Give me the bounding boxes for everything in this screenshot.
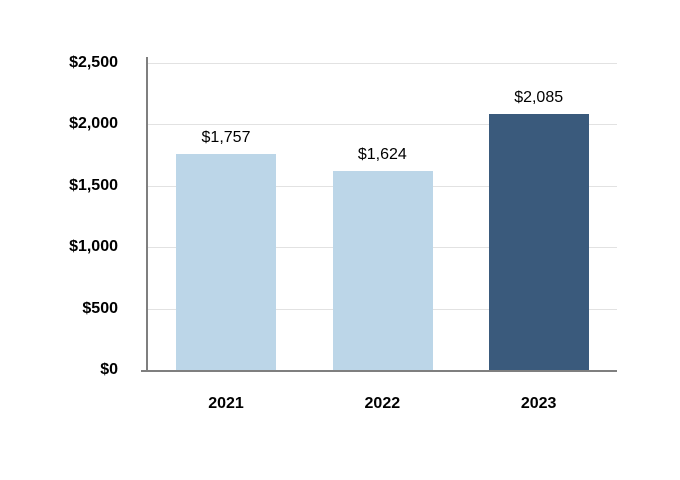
bar-value-label: $2,085 xyxy=(514,88,564,106)
bar-2022 xyxy=(332,170,433,370)
x-tick-label-2021: 2021 xyxy=(208,395,244,412)
y-tick-label: $500 xyxy=(82,299,118,317)
y-axis-line xyxy=(146,57,148,370)
y-tick-label: $1,000 xyxy=(69,238,118,256)
gridline-2500 xyxy=(148,63,617,64)
x-axis-labels: 2021 2022 2023 xyxy=(148,394,617,414)
y-axis-labels: $2,500 $2,000 $1,500 $1,000 $500 $0 xyxy=(0,54,118,378)
y-tick-label: $2,000 xyxy=(69,115,118,133)
x-tick-label-2023: 2023 xyxy=(520,395,557,412)
x-tick-label-2022: 2022 xyxy=(364,395,401,412)
y-tick-label: $2,500 xyxy=(69,54,118,71)
y-tick-label: $1,500 xyxy=(69,176,118,194)
plot-area: $1,757 $1,624 $2,085 xyxy=(141,57,617,372)
y-tick-label: $0 xyxy=(100,361,118,378)
bar-value-label: $1,624 xyxy=(357,145,407,163)
bar-2021 xyxy=(176,154,277,370)
x-axis-line xyxy=(141,370,617,372)
gridline-2000 xyxy=(148,124,617,126)
bar-2023 xyxy=(488,113,589,370)
bar-value-label: $1,757 xyxy=(201,129,251,147)
